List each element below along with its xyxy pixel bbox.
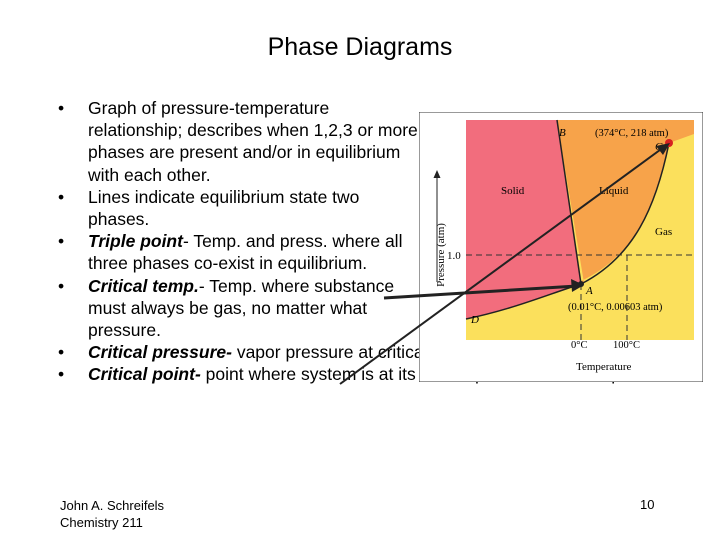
bullet-marker: • xyxy=(58,231,65,252)
critical-point-coords: (374°C, 218 atm) xyxy=(595,128,669,139)
bullet-text: Lines indicate equilibrium state two pha… xyxy=(88,186,360,230)
footer-author: John A. Schreifels xyxy=(60,498,165,513)
temp-tick-100c: 100°C xyxy=(613,340,640,351)
point-b-label: B xyxy=(559,127,566,139)
triple-point-marker xyxy=(578,281,584,287)
solid-label: Solid xyxy=(501,185,525,197)
bullet-term: Triple point xyxy=(88,231,183,252)
slide-title: Phase Diagrams xyxy=(267,33,453,61)
bullet-marker: • xyxy=(58,275,65,296)
bullet-marker: • xyxy=(58,98,65,118)
page-number: 10 xyxy=(640,497,655,512)
bullet-item-graph: • Graph of pressure-temperature relation… xyxy=(58,97,423,186)
point-c-label: C xyxy=(655,141,663,153)
bullet-marker: • xyxy=(58,342,65,363)
bullet-term: Critical pressure- xyxy=(88,342,232,363)
bullet-term: Critical temp. xyxy=(88,275,199,296)
bullet-term: Critical point- xyxy=(88,364,201,385)
triple-point-coords: (0.01°C, 0.00603 atm) xyxy=(568,302,663,313)
footer-credit: John A. Schreifels Chemistry 211 xyxy=(60,497,164,531)
gas-label: Gas xyxy=(655,226,672,238)
point-a-label: A xyxy=(585,285,593,297)
x-axis-label: Temperature xyxy=(576,361,632,373)
bullet-item-triple-point: • Triple point- Temp. and press. where a… xyxy=(58,230,423,274)
phase-diagram: Solid Liquid Gas B (374°C, 218 atm) C A … xyxy=(419,112,703,382)
critical-point-marker xyxy=(665,139,673,147)
pressure-tick-label: 1.0 xyxy=(447,250,461,262)
footer-course: Chemistry 211 xyxy=(60,515,143,530)
bullet-text: Graph of pressure-temperature relationsh… xyxy=(88,98,418,185)
bullet-marker: • xyxy=(58,186,65,207)
bullet-marker: • xyxy=(58,364,65,385)
liquid-label: Liquid xyxy=(599,185,629,197)
point-d-label: D xyxy=(470,314,479,326)
y-axis-label: Pressure (atm) xyxy=(435,223,447,287)
temp-tick-0c: 0°C xyxy=(571,340,587,351)
bullet-item-critical-temp: • Critical temp.- Temp. where substance … xyxy=(58,275,423,342)
bullet-item-lines: • Lines indicate equilibrium state two p… xyxy=(58,186,423,230)
